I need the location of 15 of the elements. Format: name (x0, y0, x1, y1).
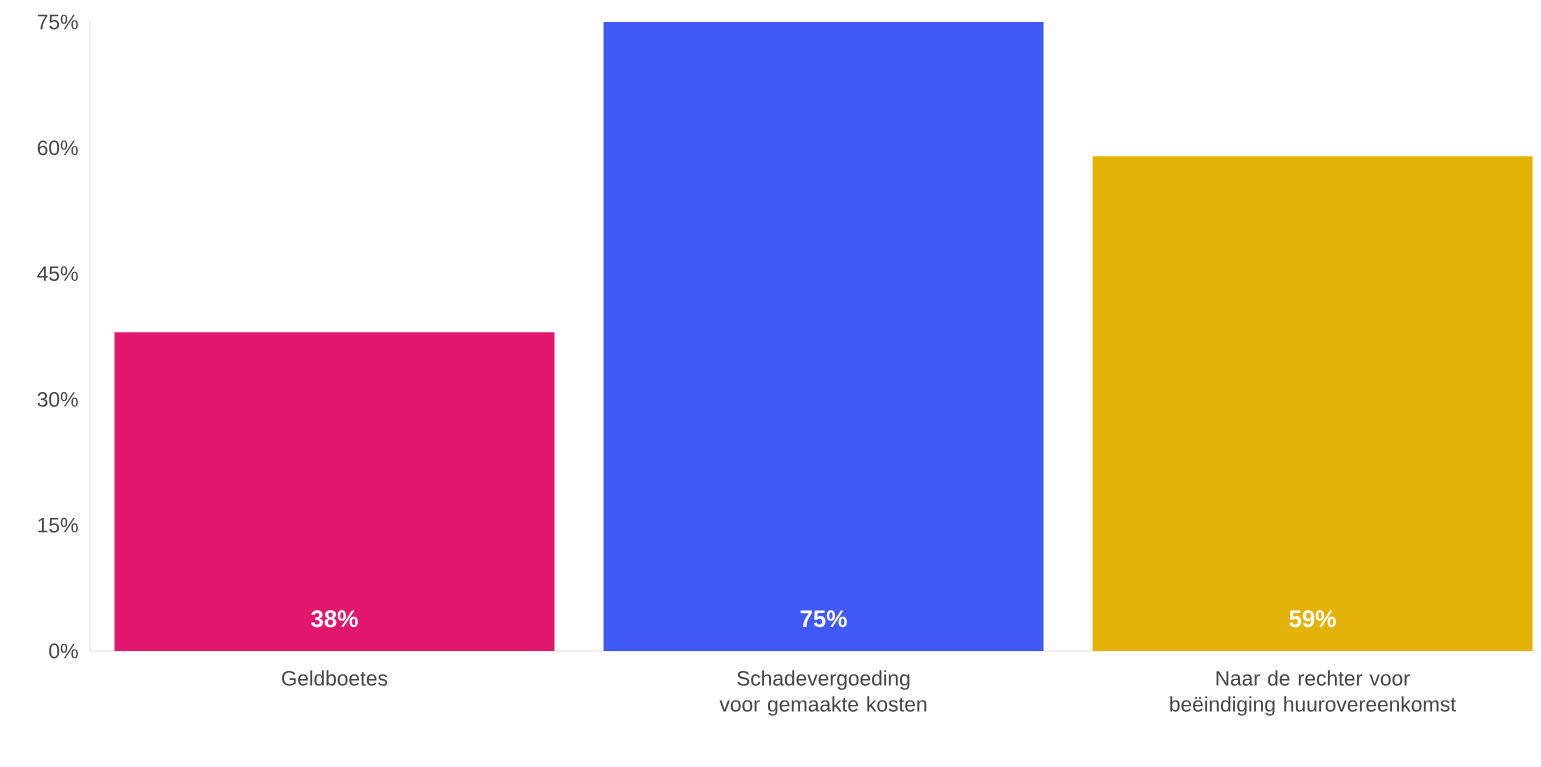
data-label: 38% (311, 610, 358, 628)
x-tick-label: Schadevergoeding voor gemaakte kosten (719, 670, 927, 716)
y-tick-label: 75% (37, 14, 78, 30)
y-tick-label: 0% (49, 643, 78, 659)
y-tick-label: 15% (38, 517, 78, 533)
x-tick-label: Geldboetes (282, 670, 388, 686)
bar (603, 22, 1044, 651)
data-label: 59% (1289, 610, 1336, 628)
bar (1092, 156, 1533, 651)
y-tick-label: 45% (37, 266, 78, 281)
bar (114, 332, 555, 651)
y-tick-label: 60% (37, 140, 78, 156)
y-tick-label: 30% (37, 392, 78, 407)
x-tick-label: Naar de rechter voor beëindiging huurovereenkomst (1170, 670, 1456, 716)
data-label: 75% (800, 610, 847, 628)
